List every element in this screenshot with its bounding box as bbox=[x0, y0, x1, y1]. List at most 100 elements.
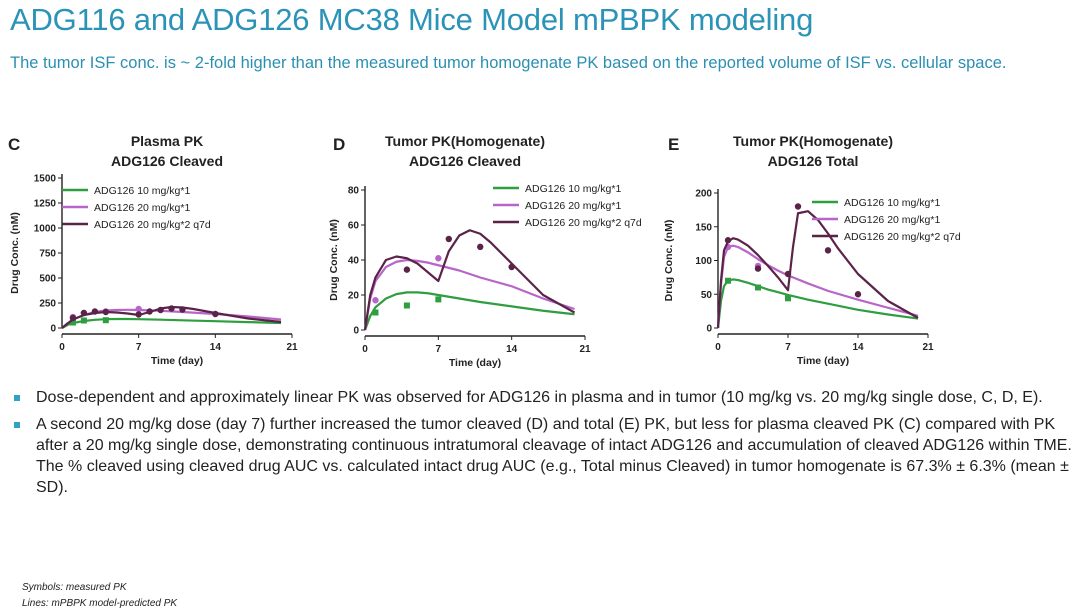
series-line bbox=[61, 317, 282, 329]
y-axis-label: Drug Conc. (nM) bbox=[328, 219, 340, 301]
data-point-circle bbox=[179, 306, 186, 313]
chart-title-line: Plasma PK bbox=[131, 133, 203, 149]
panel-label: E bbox=[668, 135, 679, 154]
y-tick-label: 200 bbox=[695, 189, 712, 200]
bullet-item: A second 20 mg/kg dose (day 7) further i… bbox=[10, 414, 1078, 498]
x-tick-label: 14 bbox=[506, 344, 518, 355]
panel-label: D bbox=[333, 135, 345, 154]
slide-title: ADG116 and ADG126 MC38 Mice Model mPBPK … bbox=[10, 2, 814, 37]
data-point-circle bbox=[80, 309, 88, 317]
data-point-square bbox=[80, 317, 87, 324]
y-tick-label: 1500 bbox=[34, 174, 57, 185]
x-tick-label: 21 bbox=[922, 342, 934, 353]
tumor-total-pk-chart: E Tumor PK(Homogenate) ADG126 Total 0 50 100 1… bbox=[663, 133, 961, 367]
x-axis-label: Time (day) bbox=[449, 357, 501, 369]
data-point-circle bbox=[754, 265, 762, 272]
y-tick-label: 0 bbox=[353, 326, 359, 337]
series-line bbox=[716, 210, 919, 329]
data-point-circle bbox=[724, 237, 732, 244]
y-tick-label: 0 bbox=[706, 324, 712, 335]
data-point-circle bbox=[445, 235, 453, 243]
x-tick-label: 7 bbox=[785, 342, 791, 353]
data-point-circle bbox=[508, 263, 515, 271]
y-axis-label: Drug Conc. (nM) bbox=[663, 220, 675, 302]
y-tick-label: 500 bbox=[39, 274, 56, 285]
slide-subtitle: The tumor ISF conc. is ~ 2-fold higher t… bbox=[10, 54, 1007, 72]
x-tick-label: 21 bbox=[579, 344, 591, 355]
series-line bbox=[363, 258, 575, 331]
legend-label: ADG126 20 mg/kg*1 bbox=[844, 214, 940, 226]
chart-title-line: Tumor PK(Homogenate) bbox=[385, 133, 545, 149]
legend-label: ADG126 10 mg/kg*1 bbox=[844, 197, 940, 209]
y-axis-label: Drug Conc. (nM) bbox=[9, 212, 21, 294]
x-axis-label: Time (day) bbox=[151, 355, 203, 367]
data-point-circle bbox=[168, 305, 175, 312]
x-tick-label: 0 bbox=[715, 342, 721, 353]
footnote-lines: Lines: mPBPK model-predicted PK bbox=[22, 598, 178, 609]
y-tick-label: 1000 bbox=[34, 224, 57, 235]
legend-label: ADG126 20 mg/kg*2 q7d bbox=[94, 219, 211, 231]
data-point-circle bbox=[477, 243, 484, 251]
data-point-circle bbox=[157, 306, 164, 314]
legend-label: ADG126 10 mg/kg*1 bbox=[94, 185, 190, 197]
data-point-circle bbox=[854, 291, 862, 298]
data-point-circle bbox=[824, 247, 832, 254]
panel-label: C bbox=[8, 135, 20, 154]
x-tick-label: 7 bbox=[436, 344, 442, 355]
bullet-list: Dose-dependent and approximately linear … bbox=[10, 387, 1078, 504]
chart-title-line: ADG126 Cleaved bbox=[409, 153, 521, 169]
data-point-square bbox=[785, 295, 791, 302]
data-point-circle bbox=[102, 308, 110, 316]
x-tick-label: 14 bbox=[852, 342, 864, 353]
legend-label: ADG126 20 mg/kg*2 q7d bbox=[844, 231, 961, 243]
tumor-cleaved-pk-chart: D Tumor PK(Homogenate) ADG126 Cleaved 0 20 40… bbox=[328, 133, 642, 369]
y-tick-label: 50 bbox=[701, 290, 713, 301]
bullet-text: Dose-dependent and approximately linear … bbox=[36, 389, 1043, 406]
y-tick-label: 20 bbox=[348, 291, 360, 302]
y-tick-label: 0 bbox=[50, 324, 56, 335]
y-tick-label: 150 bbox=[695, 222, 712, 233]
data-point-circle bbox=[784, 270, 792, 278]
bullet-item: Dose-dependent and approximately linear … bbox=[10, 387, 1078, 408]
bullet-square-icon bbox=[14, 395, 20, 401]
y-tick-label: 250 bbox=[39, 299, 56, 310]
data-point-circle bbox=[146, 308, 153, 315]
data-point-circle bbox=[435, 255, 442, 262]
footnote-symbols: Symbols: measured PK bbox=[22, 582, 127, 593]
x-axis-label: Time (day) bbox=[797, 355, 849, 367]
x-tick-label: 0 bbox=[59, 342, 65, 353]
y-tick-label: 1250 bbox=[34, 199, 57, 210]
x-tick-label: 14 bbox=[210, 342, 222, 353]
legend-label: ADG126 20 mg/kg*2 q7d bbox=[525, 217, 642, 229]
bullet-text: A second 20 mg/kg dose (day 7) further i… bbox=[36, 416, 1072, 496]
y-tick-label: 60 bbox=[348, 221, 360, 232]
x-tick-label: 7 bbox=[136, 342, 142, 353]
data-point-square bbox=[435, 296, 442, 303]
data-point-square bbox=[102, 317, 109, 324]
data-point-square bbox=[403, 302, 410, 309]
y-tick-label: 40 bbox=[348, 256, 360, 267]
y-tick-label: 100 bbox=[695, 256, 712, 267]
y-tick-label: 80 bbox=[348, 186, 360, 197]
data-point-square bbox=[725, 277, 731, 284]
plasma-pk-chart: C Plasma PK ADG126 Cleaved 0 250 500 750 1000 12… bbox=[8, 133, 298, 367]
chart-title-line: ADG126 Cleaved bbox=[111, 153, 223, 169]
data-point-square bbox=[372, 309, 379, 316]
legend-label: ADG126 10 mg/kg*1 bbox=[525, 183, 621, 195]
chart-title-line: ADG126 Total bbox=[768, 153, 859, 169]
series-line bbox=[363, 229, 576, 331]
legend-label: ADG126 20 mg/kg*1 bbox=[525, 200, 621, 212]
data-point-circle bbox=[91, 308, 99, 315]
data-point-square bbox=[755, 284, 761, 291]
data-point-circle bbox=[135, 311, 142, 318]
data-point-circle bbox=[794, 203, 802, 210]
legend-label: ADG126 20 mg/kg*1 bbox=[94, 202, 190, 214]
chart-title-line: Tumor PK(Homogenate) bbox=[733, 133, 893, 149]
x-tick-label: 21 bbox=[286, 342, 298, 353]
data-point-circle bbox=[135, 305, 142, 313]
data-point-circle bbox=[212, 310, 219, 318]
x-tick-label: 0 bbox=[362, 344, 368, 355]
y-tick-label: 750 bbox=[39, 249, 56, 260]
data-point-circle bbox=[372, 297, 379, 304]
data-point-circle bbox=[69, 314, 77, 322]
